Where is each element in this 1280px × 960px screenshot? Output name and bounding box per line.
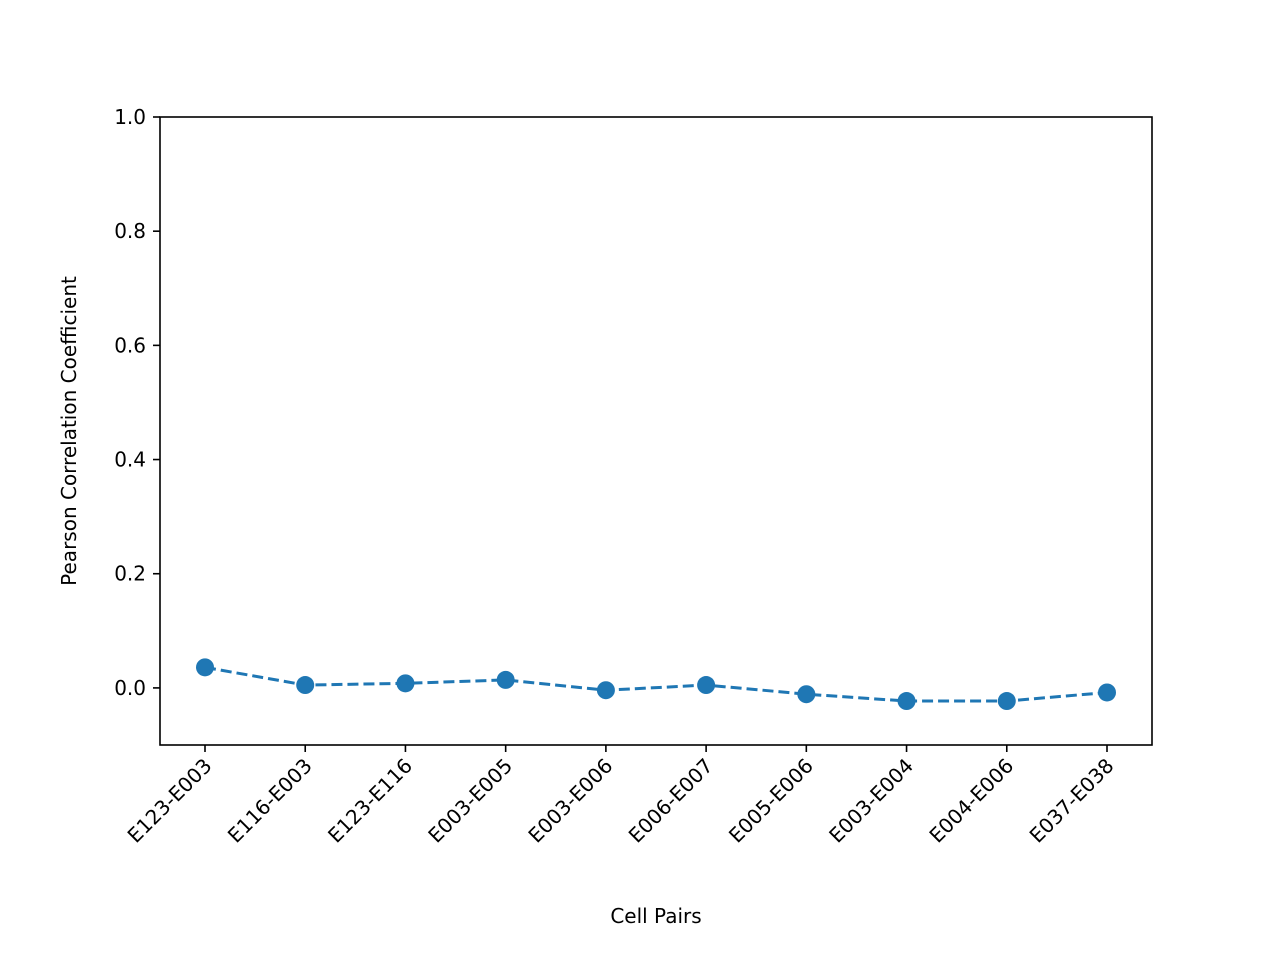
- y-tick-label: 0.0: [114, 676, 146, 700]
- data-point: [797, 685, 816, 704]
- x-tick-label: E116-E003: [223, 754, 317, 848]
- data-point: [396, 674, 415, 693]
- x-tick-label: E006-E007: [624, 754, 718, 848]
- x-tick-label: E037-E038: [1025, 754, 1119, 848]
- y-tick-label: 0.4: [114, 448, 146, 472]
- y-tick-label: 0.6: [114, 333, 146, 357]
- x-axis-ticks: E123-E003 E116-E003 E123-E116 E003-E005 E003…: [123, 745, 1119, 847]
- data-point: [596, 681, 615, 700]
- x-tick-label: E123-E003: [123, 754, 217, 848]
- y-tick-label: 1.0: [114, 105, 146, 129]
- data-point: [697, 676, 716, 695]
- axes-frame: [159, 116, 1153, 746]
- y-tick-label: 0.2: [114, 562, 146, 586]
- data-point: [997, 692, 1016, 711]
- x-tick-label: E003-E004: [824, 754, 918, 848]
- data-point: [1098, 683, 1116, 702]
- x-tick-label: E003-E006: [523, 754, 617, 848]
- plot-area: [159, 116, 1153, 746]
- data-point: [897, 692, 916, 711]
- x-axis-label: Cell Pairs: [610, 904, 701, 928]
- data-point: [296, 676, 315, 695]
- data-point: [496, 670, 515, 689]
- y-tick-label: 0.8: [114, 219, 146, 243]
- series-line: [204, 665, 1108, 703]
- x-tick-label: E003-E005: [423, 754, 517, 848]
- data-point: [196, 658, 214, 677]
- y-axis-ticks: 0.0 0.2 0.4 0.6 0.8 1.0: [114, 105, 160, 700]
- x-tick-label: E123-E116: [323, 754, 417, 848]
- x-tick-label: E004-E006: [924, 754, 1018, 848]
- x-tick-label: E005-E006: [724, 754, 818, 848]
- y-axis-label: Pearson Correlation Coefficient: [57, 276, 81, 586]
